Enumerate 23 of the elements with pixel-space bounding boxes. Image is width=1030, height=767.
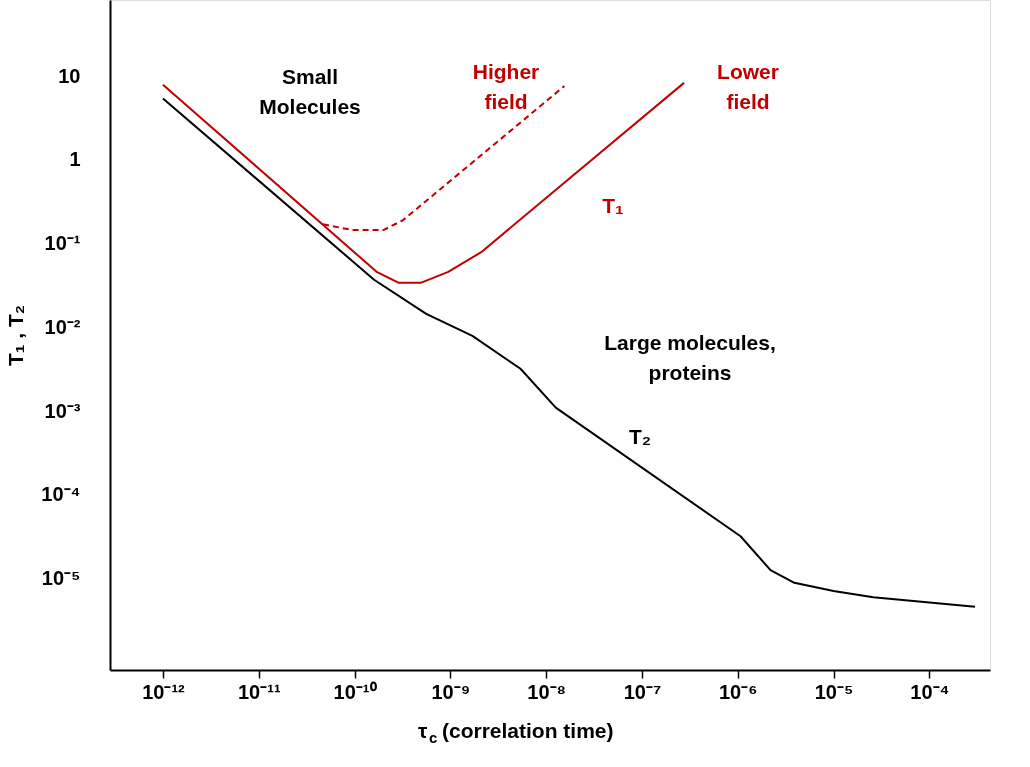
series-label: T₂ [628,425,652,448]
annotation: T₁ [602,194,624,217]
y-tick-label: 10 [58,64,81,87]
x-tick-label: 10⁻⁴ [910,680,950,703]
x-tick-label: 10⁻⁶ [718,680,758,703]
x-tick-label: 10⁻¹¹ [237,680,281,703]
y-tick-label: 10⁻¹ [44,232,81,255]
x-tick-label: 10⁻¹⁰ [333,680,377,703]
annotation: Large molecules, proteins [604,331,776,384]
y-tick-label: 1 [69,148,81,171]
x-tick-label: 10⁻⁵ [814,680,854,703]
series-label: Lower field [717,60,779,113]
y-tick-label: 10⁻³ [44,399,81,422]
x-tick-label: 10⁻⁹ [431,680,471,703]
annotation: Small Molecules [259,65,361,118]
series-label: Higher field [472,60,540,113]
y-tick-label: 10⁻⁴ [41,483,81,506]
x-tick-label: 10⁻¹² [142,680,186,703]
x-tick-label: 10⁻⁷ [623,680,662,703]
x-tick-label: 10⁻⁸ [527,680,566,703]
y-axis-title: T₁ , T₂ [4,304,28,367]
y-tick-label: 10⁻⁵ [41,567,81,590]
y-tick-label: 10⁻² [44,315,81,338]
